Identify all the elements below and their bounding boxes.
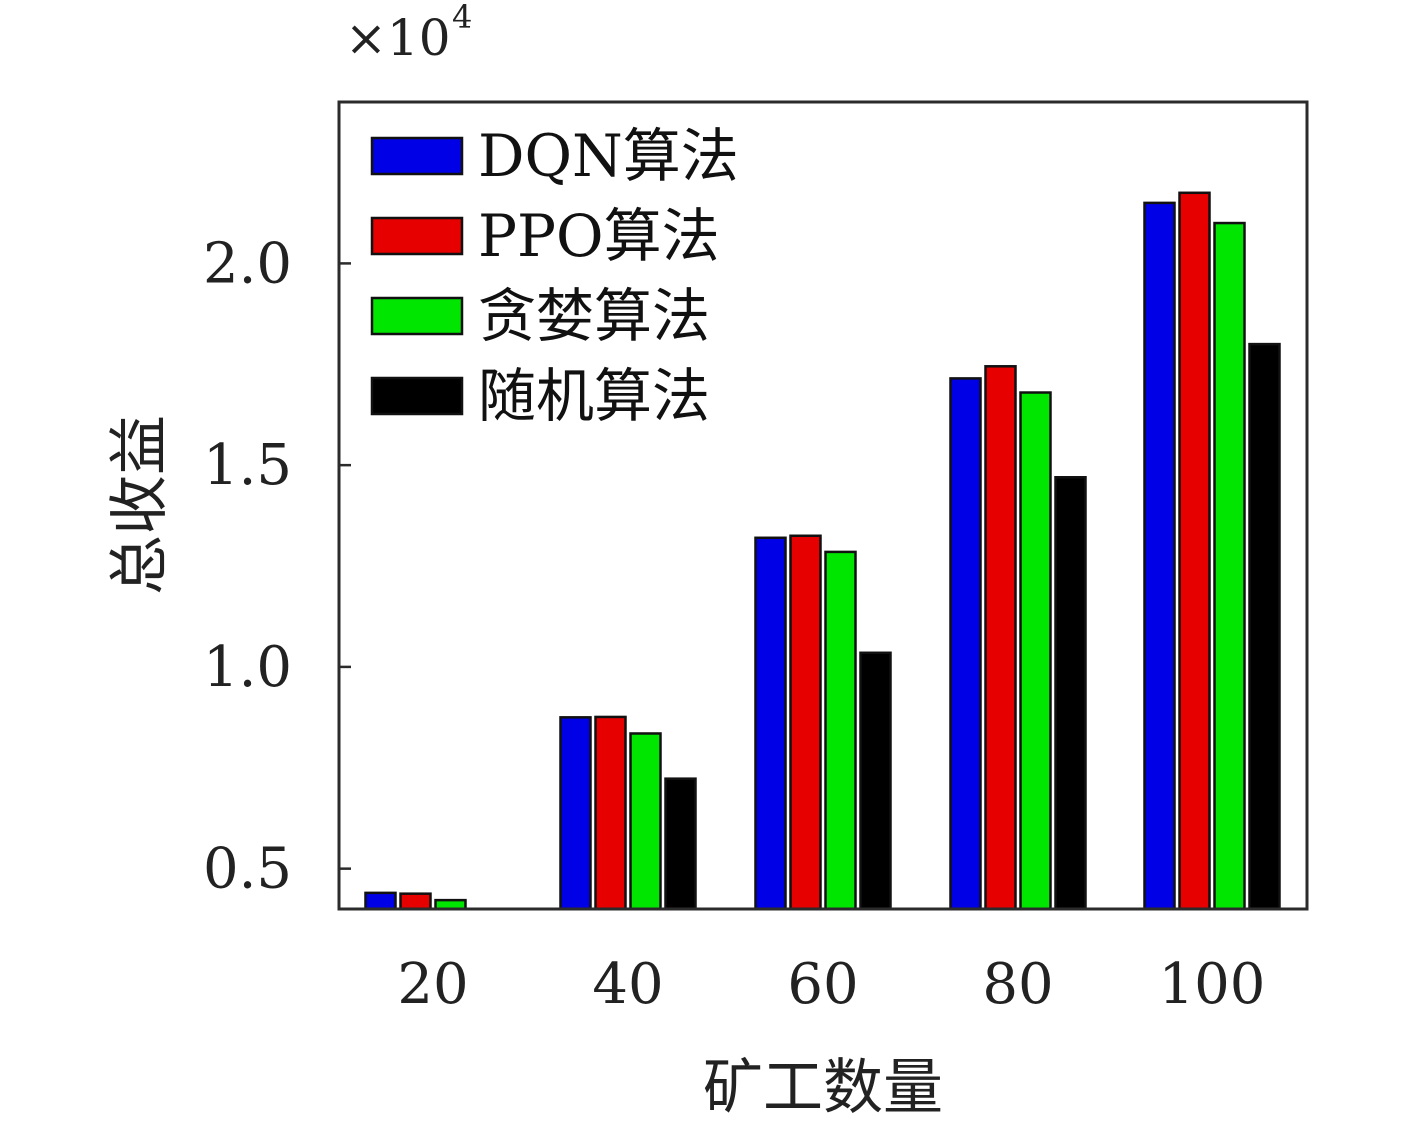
y-tick-label: 1.0: [203, 635, 292, 700]
plot-frame: [337, 100, 1309, 911]
bar: [1248, 342, 1281, 911]
legend-label: DQN算法: [478, 122, 739, 190]
bar: [984, 365, 1017, 911]
bar: [949, 377, 982, 911]
bar: [1178, 191, 1211, 911]
bar: [1054, 476, 1087, 911]
bar: [789, 534, 822, 911]
y-axis-title: 总收益: [105, 415, 175, 595]
x-tick-label: 40: [592, 952, 663, 1017]
legend-swatch: [370, 216, 464, 256]
bar: [1213, 221, 1246, 911]
legend-swatch: [370, 136, 464, 176]
x-axis-title: 矿工数量: [703, 1053, 943, 1122]
legend-label: 随机算法: [478, 362, 710, 430]
y-multiplier-exponent: 4: [452, 0, 472, 36]
bar: [594, 715, 627, 911]
legend-label: 贪婪算法: [478, 282, 710, 350]
y-ticks: 0.5 1.0 1.5 2.0: [203, 231, 351, 902]
y-tick-label: 2.0: [203, 231, 292, 296]
y-multiplier-base: ×10: [345, 9, 451, 67]
legend-swatch: [370, 296, 464, 336]
y-tick-label: 1.5: [203, 433, 292, 498]
bar: [859, 651, 892, 911]
x-tick-label: 20: [397, 952, 468, 1017]
x-tick-label: 60: [787, 952, 858, 1017]
x-ticks: 20 40 60 80 100: [397, 952, 1265, 1017]
legend-label: PPO算法: [478, 202, 720, 270]
x-tick-label: 80: [982, 952, 1053, 1017]
x-tick-label: 100: [1159, 952, 1266, 1017]
y-tick-label: 0.5: [203, 837, 292, 902]
bar: [1019, 391, 1052, 911]
bar: [1143, 201, 1176, 911]
bar: [399, 892, 432, 911]
bar: [754, 536, 787, 911]
bar: [364, 891, 397, 911]
bar: [629, 732, 662, 911]
bar: [559, 716, 592, 911]
bar: [664, 777, 697, 911]
bar: [824, 550, 857, 911]
bars-layer: [364, 191, 1281, 911]
y-multiplier: ×10 4: [345, 0, 472, 67]
legend-swatch: [370, 376, 464, 416]
